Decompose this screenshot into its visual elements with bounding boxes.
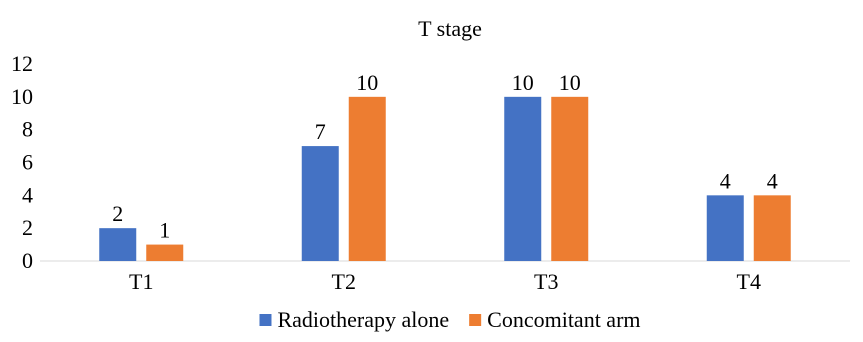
x-axis: T1 T2 T3 T4 — [40, 260, 850, 294]
bar — [551, 96, 589, 261]
legend-swatch — [259, 314, 272, 326]
bar — [146, 244, 184, 261]
data-label: 4 — [720, 168, 731, 193]
x-tick-label: T4 — [737, 269, 761, 294]
data-label: 10 — [512, 70, 534, 95]
data-label: 7 — [315, 119, 326, 144]
bar — [706, 195, 744, 261]
y-tick-label: 8 — [22, 117, 33, 142]
legend-label: Radiotherapy alone — [277, 307, 449, 332]
y-tick-label: 6 — [22, 150, 33, 175]
data-label: 10 — [356, 70, 378, 95]
bar — [753, 195, 791, 261]
bar — [504, 96, 542, 261]
bar — [348, 96, 386, 261]
data-labels: 2 1 7 10 10 10 4 4 — [112, 70, 778, 243]
x-tick-label: T2 — [332, 269, 356, 294]
legend-item: Concomitant arm — [469, 307, 641, 332]
data-label: 4 — [767, 168, 778, 193]
y-tick-label: 0 — [22, 248, 33, 273]
data-label: 10 — [559, 70, 581, 95]
chart-title: T stage — [418, 16, 482, 41]
legend-item: Radiotherapy alone — [259, 307, 449, 332]
legend: Radiotherapy alone Concomitant arm — [259, 307, 641, 332]
y-tick-label: 10 — [11, 84, 33, 109]
bar — [301, 146, 339, 261]
y-axis: 0 2 4 6 8 10 12 — [11, 51, 33, 273]
y-tick-label: 12 — [11, 51, 33, 76]
data-label: 1 — [159, 218, 170, 243]
bars — [99, 96, 791, 261]
y-tick-label: 4 — [22, 182, 33, 207]
data-label: 2 — [112, 201, 123, 226]
x-tick-label: T1 — [129, 269, 153, 294]
bar — [99, 228, 137, 261]
legend-label: Concomitant arm — [487, 307, 640, 332]
x-tick-label: T3 — [534, 269, 558, 294]
y-tick-label: 2 — [22, 215, 33, 240]
legend-swatch — [469, 314, 482, 326]
